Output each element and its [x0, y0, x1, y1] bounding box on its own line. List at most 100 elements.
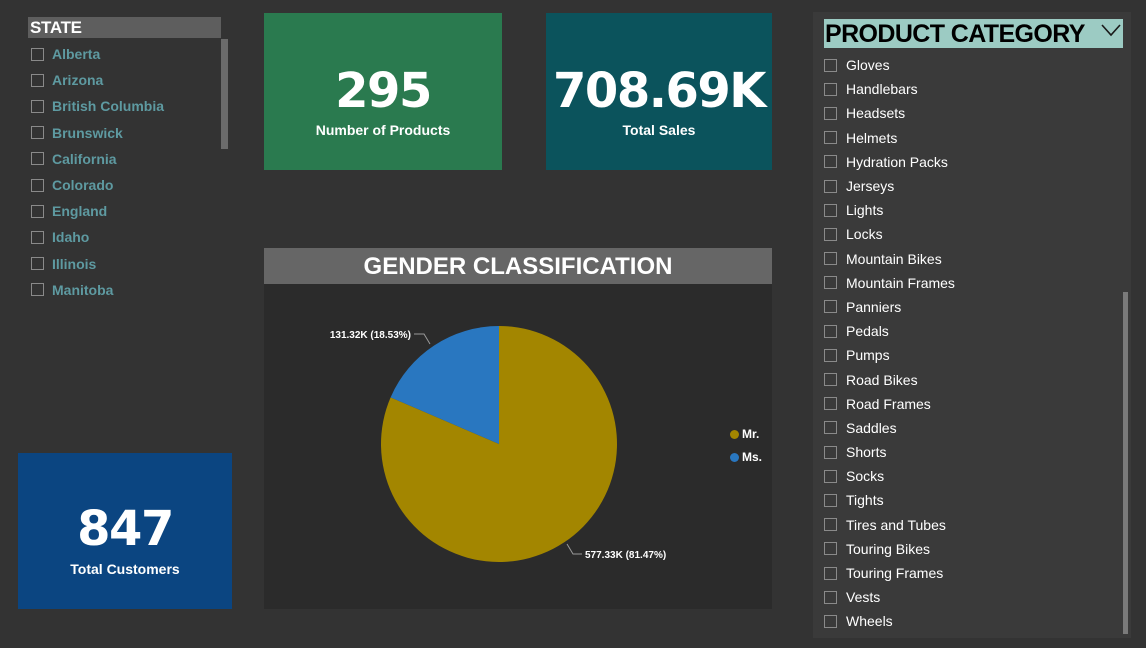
product-category-item[interactable]: Mountain Frames: [824, 271, 1114, 295]
state-checkbox[interactable]: [31, 47, 44, 61]
product-category-checkbox[interactable]: [824, 493, 837, 507]
state-checkbox[interactable]: [31, 178, 44, 192]
state-item[interactable]: Alberta: [28, 41, 218, 67]
product-category-checkbox[interactable]: [824, 421, 837, 435]
gender-pie-chart[interactable]: 577.33K (81.47%) 131.32K (18.53%) Mr. Ms.: [264, 284, 772, 609]
product-category-checkbox[interactable]: [824, 566, 837, 580]
product-category-scrollbar[interactable]: [1123, 292, 1128, 634]
leader-line-mr: [566, 543, 582, 555]
product-category-checkbox[interactable]: [824, 82, 837, 96]
product-category-item[interactable]: Road Frames: [824, 392, 1114, 416]
product-category-item[interactable]: Tires and Tubes: [824, 513, 1114, 537]
product-category-item[interactable]: Saddles: [824, 416, 1114, 440]
legend-item-ms[interactable]: Ms.: [730, 450, 762, 464]
product-category-item[interactable]: Headsets: [824, 101, 1114, 125]
product-category-checkbox[interactable]: [824, 348, 837, 362]
product-category-label: Wheels: [846, 613, 893, 630]
product-category-checkbox[interactable]: [824, 203, 837, 217]
product-category-item[interactable]: Pumps: [824, 343, 1114, 367]
product-category-item[interactable]: Touring Bikes: [824, 537, 1114, 561]
state-item[interactable]: Illinois: [28, 251, 218, 277]
state-item[interactable]: Arizona: [28, 67, 218, 93]
product-category-checkbox[interactable]: [824, 469, 837, 483]
gender-chart-title: GENDER CLASSIFICATION: [264, 248, 772, 284]
state-item[interactable]: California: [28, 146, 218, 172]
product-category-item[interactable]: Mountain Bikes: [824, 247, 1114, 271]
product-category-checkbox[interactable]: [824, 155, 837, 169]
product-category-checkbox[interactable]: [824, 518, 837, 532]
product-category-item[interactable]: Tights: [824, 488, 1114, 512]
product-category-item[interactable]: Socks: [824, 464, 1114, 488]
product-category-item[interactable]: Gloves: [824, 53, 1114, 77]
product-category-item[interactable]: Road Bikes: [824, 367, 1114, 391]
product-category-label: Pumps: [846, 347, 890, 364]
state-item[interactable]: Brunswick: [28, 120, 218, 146]
state-item[interactable]: Manitoba: [28, 277, 218, 303]
product-category-item[interactable]: Handlebars: [824, 77, 1114, 101]
product-category-checkbox[interactable]: [824, 373, 837, 387]
total-customers-card: 847 Total Customers: [18, 453, 232, 609]
product-category-item[interactable]: Locks: [824, 222, 1114, 246]
chevron-down-icon[interactable]: [1101, 23, 1121, 37]
state-checkbox[interactable]: [31, 99, 44, 113]
state-label: Illinois: [52, 255, 97, 272]
state-checkbox[interactable]: [31, 230, 44, 244]
state-item[interactable]: British Columbia: [28, 93, 218, 119]
product-category-checkbox[interactable]: [824, 227, 837, 241]
product-category-checkbox[interactable]: [824, 445, 837, 459]
product-category-item[interactable]: Pedals: [824, 319, 1114, 343]
product-category-item[interactable]: Wheels: [824, 609, 1114, 633]
product-category-title-text: PRODUCT CATEGORY: [825, 20, 1085, 48]
state-checkbox[interactable]: [31, 204, 44, 218]
product-category-item[interactable]: Vests: [824, 585, 1114, 609]
state-checkbox[interactable]: [31, 257, 44, 271]
pie-slice-ms[interactable]: [390, 326, 499, 444]
state-item[interactable]: Colorado: [28, 172, 218, 198]
legend-label-ms: Ms.: [742, 450, 763, 464]
product-category-item[interactable]: Shorts: [824, 440, 1114, 464]
product-category-checkbox[interactable]: [824, 590, 837, 604]
product-category-item[interactable]: Jerseys: [824, 174, 1114, 198]
product-category-checkbox[interactable]: [824, 397, 837, 411]
product-category-checkbox[interactable]: [824, 252, 837, 266]
product-category-item[interactable]: Panniers: [824, 295, 1114, 319]
product-category-checkbox[interactable]: [824, 300, 837, 314]
product-category-label: Vests: [846, 589, 881, 606]
state-checkbox[interactable]: [31, 283, 44, 297]
product-category-slicer: PRODUCT CATEGORY Gloves Handlebars Headset…: [813, 12, 1131, 638]
product-category-checkbox[interactable]: [824, 106, 837, 120]
number-of-products-value: 295: [335, 63, 432, 119]
state-item[interactable]: Idaho: [28, 224, 218, 250]
product-category-label: Road Frames: [846, 395, 931, 412]
total-customers-value: 847: [77, 501, 174, 557]
state-scrollbar[interactable]: [221, 39, 228, 149]
product-category-checkbox[interactable]: [824, 614, 837, 628]
product-category-checkbox[interactable]: [824, 542, 837, 556]
product-category-checkbox[interactable]: [824, 131, 837, 145]
state-label: Brunswick: [52, 124, 123, 141]
product-category-item[interactable]: Hydration Packs: [824, 150, 1114, 174]
product-category-item[interactable]: Touring Frames: [824, 561, 1114, 585]
product-category-label: Tights: [846, 492, 884, 509]
state-item[interactable]: England: [28, 198, 218, 224]
state-label: Colorado: [52, 177, 114, 194]
state-label: California: [52, 150, 117, 167]
total-customers-label: Total Customers: [70, 561, 180, 577]
state-checkbox[interactable]: [31, 73, 44, 87]
product-category-item[interactable]: Lights: [824, 198, 1114, 222]
gender-pie-svg[interactable]: 577.33K (81.47%) 131.32K (18.53%): [264, 284, 772, 609]
total-sales-value: 708.69K: [553, 63, 766, 119]
state-checkbox[interactable]: [31, 152, 44, 166]
product-category-checkbox[interactable]: [824, 324, 837, 338]
product-category-checkbox[interactable]: [824, 276, 837, 290]
state-label: Idaho: [52, 229, 90, 246]
legend-dot-mr: [730, 429, 739, 439]
product-category-label: Headsets: [846, 105, 906, 122]
product-category-checkbox[interactable]: [824, 58, 837, 72]
product-category-item[interactable]: Helmets: [824, 126, 1114, 150]
legend-label-mr: Mr.: [742, 427, 760, 441]
product-category-checkbox[interactable]: [824, 179, 837, 193]
legend-item-mr[interactable]: Mr.: [730, 427, 759, 441]
state-checkbox[interactable]: [31, 126, 44, 140]
number-of-products-label: Number of Products: [315, 122, 451, 138]
